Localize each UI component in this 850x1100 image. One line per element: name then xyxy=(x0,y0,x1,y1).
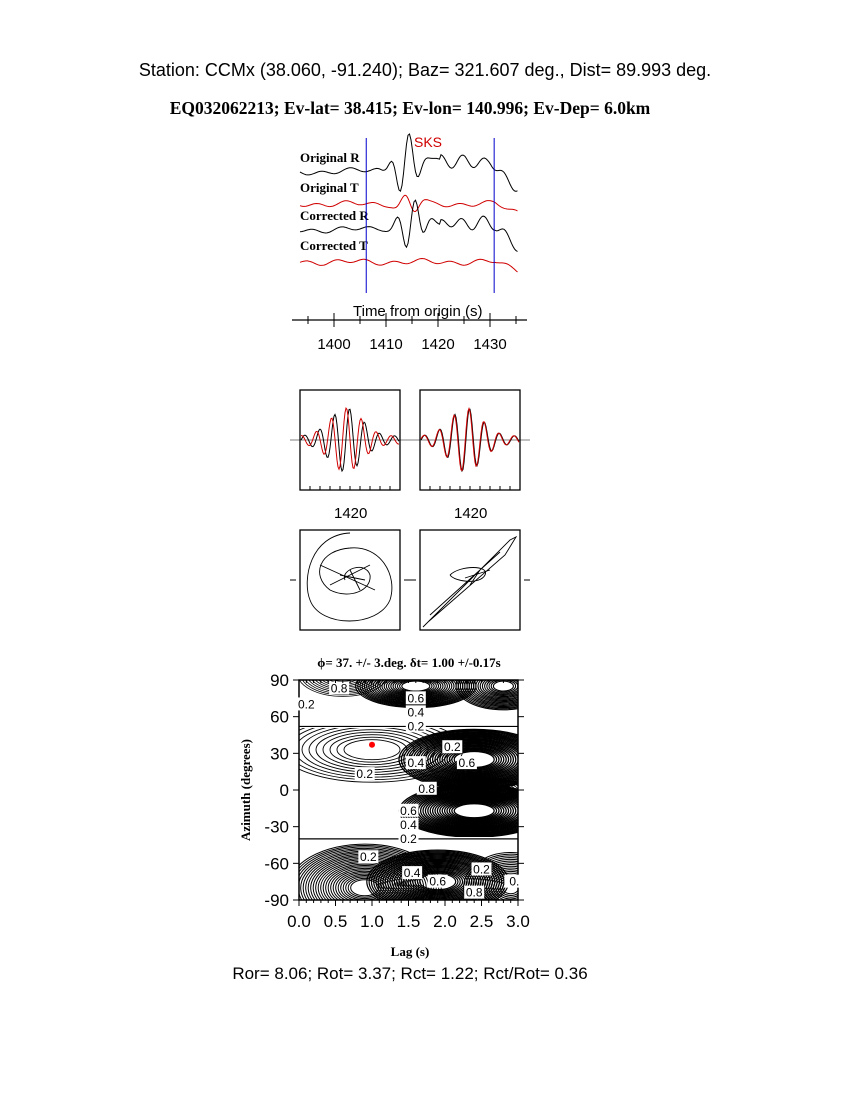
svg-text:0.2: 0.2 xyxy=(298,697,315,711)
corrected-t-trace xyxy=(299,257,518,273)
contour-label: 0.2 xyxy=(296,697,317,711)
svg-text:0.6: 0.6 xyxy=(429,875,446,889)
trace-label: Corrected R xyxy=(300,208,369,223)
contour-label: 0.4 xyxy=(398,817,419,832)
svg-text:0.6: 0.6 xyxy=(400,804,417,818)
svg-text:0.2: 0.2 xyxy=(407,719,424,733)
trace-label: Original T xyxy=(300,180,359,195)
contour-label: 0.2 xyxy=(358,850,379,864)
x-axis-label: Lag (s) xyxy=(391,944,430,959)
ratio-summary: Ror= 8.06; Rot= 3.37; Rct= 1.22; Rct/Rot… xyxy=(232,964,588,983)
contour-label: 0.2 xyxy=(471,862,492,876)
svg-text:0.4: 0.4 xyxy=(407,705,424,719)
time-tick-label: 1410 xyxy=(369,336,402,353)
contour-label: 0.2 xyxy=(354,767,375,781)
y-tick-label: 30 xyxy=(270,744,289,763)
svg-text:0.6: 0.6 xyxy=(459,756,476,770)
time-tick-label: 1400 xyxy=(317,336,350,353)
contour-label: 0.8 xyxy=(329,681,350,696)
t-component-wave xyxy=(420,407,520,472)
contour-label: 0.2 xyxy=(405,719,426,733)
contour-label: 0.6 xyxy=(398,803,419,818)
contour-label: 0.4 xyxy=(405,705,426,719)
contour-label: 0. xyxy=(504,874,525,889)
trace-label: Corrected T xyxy=(300,238,368,253)
svg-text:0.2: 0.2 xyxy=(360,850,377,864)
contour-label: 0.6 xyxy=(427,874,448,889)
svg-text:0.4: 0.4 xyxy=(407,756,424,770)
svg-text:0.2: 0.2 xyxy=(473,862,490,876)
trace-label: Original R xyxy=(300,150,360,165)
best-fit-point xyxy=(369,741,375,748)
t-component-wave xyxy=(301,407,399,471)
svg-text:0.: 0. xyxy=(509,875,519,889)
x-tick-label: 0.5 xyxy=(324,912,348,931)
particle-motion-after xyxy=(410,529,530,631)
original-r-trace xyxy=(299,133,518,192)
svg-text:0.8: 0.8 xyxy=(331,682,348,696)
x-tick-label: 0.0 xyxy=(287,912,311,931)
y-tick-label: -90 xyxy=(264,891,289,910)
time-axis-label: Time from origin (s) xyxy=(353,303,482,320)
svg-text:0.8: 0.8 xyxy=(466,886,483,900)
time-tick-label: 1430 xyxy=(473,336,506,353)
contour-label: 0.6 xyxy=(405,691,426,705)
original-t-trace xyxy=(299,194,518,213)
x-tick-label: 2.5 xyxy=(470,912,494,931)
svg-text:0.4: 0.4 xyxy=(404,866,421,880)
particle-motion-before xyxy=(290,529,410,631)
svg-text:0.2: 0.2 xyxy=(356,767,373,781)
y-axis-label: Azimuth (degrees) xyxy=(238,739,253,841)
event-info: EQ032062213; Ev-lat= 38.415; Ev-lon= 140… xyxy=(169,98,651,118)
svg-text:0.6: 0.6 xyxy=(407,691,424,705)
x-tick-label: 3.0 xyxy=(506,912,530,931)
corrected-r-trace xyxy=(299,199,518,252)
xtick-label: 1420 xyxy=(334,505,367,522)
y-tick-label: 0 xyxy=(280,781,289,800)
x-tick-label: 2.0 xyxy=(433,912,457,931)
svg-text:0.4: 0.4 xyxy=(400,818,417,832)
y-tick-label: -30 xyxy=(264,818,289,837)
result-title: ϕ= 37. +/- 3.deg. δt= 1.00 +/-0.17s xyxy=(317,655,501,670)
y-tick-label: 60 xyxy=(270,708,289,727)
station-info: Station: CCMx (38.060, -91.240); Baz= 32… xyxy=(138,60,712,80)
svg-text:0.8: 0.8 xyxy=(418,782,435,796)
y-tick-label: 90 xyxy=(270,671,289,690)
contour-label: 0.2 xyxy=(442,740,463,754)
contour-label: 0.4 xyxy=(405,756,426,770)
contour-label: 0.6 xyxy=(456,756,477,770)
splitting-grid-search: ϕ= 37. +/- 3.deg. δt= 1.00 +/-0.17s 0.80… xyxy=(238,655,530,959)
waveform-after-panel: 1420 xyxy=(410,389,530,522)
phase-label: SKS xyxy=(414,134,442,150)
contour-label: 0.2 xyxy=(398,831,419,846)
contour-label: 0.8 xyxy=(416,781,437,796)
y-tick-label: -60 xyxy=(264,854,289,873)
contour-label: 0.8 xyxy=(464,885,485,900)
x-tick-label: 1.0 xyxy=(360,912,384,931)
xtick-label: 1420 xyxy=(454,505,487,522)
time-tick-label: 1420 xyxy=(421,336,454,353)
waveform-before-panel: 1420 xyxy=(290,389,410,522)
r-component-wave xyxy=(300,408,400,473)
svg-text:0.2: 0.2 xyxy=(400,832,417,846)
x-tick-label: 1.5 xyxy=(397,912,421,931)
svg-text:0.2: 0.2 xyxy=(444,740,461,754)
seismogram-panel: SKS Original R Original T Corrected R Corre… xyxy=(292,133,527,353)
contour-label: 0.4 xyxy=(402,866,423,880)
r-component-wave xyxy=(420,408,520,473)
